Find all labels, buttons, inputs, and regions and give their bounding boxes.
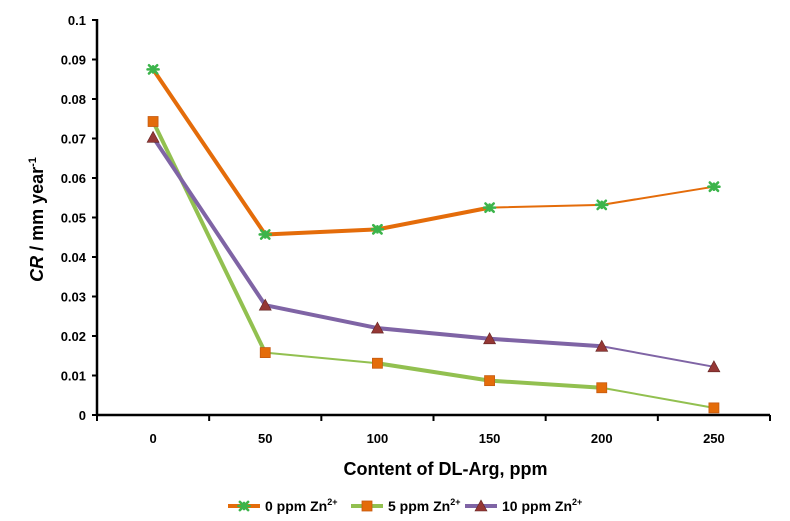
data-point <box>258 229 273 240</box>
legend-label-sup: 2+ <box>450 497 460 507</box>
y-tick-label: 0.03 <box>61 290 86 305</box>
legend-marker <box>361 500 373 512</box>
data-point <box>372 357 383 369</box>
y-tick-label: 0.02 <box>61 329 86 344</box>
series-0 <box>146 63 721 240</box>
legend-marker <box>237 500 251 512</box>
y-axis-title-text: / mm year <box>27 167 47 256</box>
data-point <box>146 63 160 75</box>
series-line-segment <box>600 386 715 409</box>
series-line-segment <box>263 303 380 331</box>
data-point <box>594 199 609 211</box>
legend-label-sup: 2+ <box>327 497 337 507</box>
data-point <box>483 332 497 345</box>
y-axis-title-italic: CR <box>27 256 47 282</box>
y-tick-label: 0.04 <box>61 250 87 265</box>
series-line-segment <box>151 119 268 355</box>
y-tick-label: 0.06 <box>61 171 86 186</box>
series-line-segment <box>487 336 604 349</box>
y-tick-label: 0.05 <box>61 211 86 226</box>
x-tick-label: 150 <box>479 431 501 446</box>
legend-label: 0 ppm Zn2+ <box>265 497 338 514</box>
series-line-segment <box>488 203 603 209</box>
x-tick-label: 200 <box>591 431 613 446</box>
data-point <box>484 375 495 387</box>
data-point <box>258 298 272 311</box>
y-axis-title-sup: -1 <box>27 157 39 167</box>
data-point <box>370 321 384 334</box>
legend-marker <box>474 499 488 512</box>
series-line-segment <box>375 361 492 383</box>
data-point <box>707 360 721 373</box>
y-tick-label: 0.09 <box>61 53 86 68</box>
data-point <box>595 339 609 352</box>
legend-item: 10 ppm Zn2+ <box>465 497 582 514</box>
x-tick-label: 100 <box>367 431 389 446</box>
y-tick-label: 0 <box>79 408 86 423</box>
y-tick-label: 0.08 <box>61 92 86 107</box>
data-point <box>596 382 608 394</box>
x-tick-label: 0 <box>149 431 156 446</box>
legend-item: 5 ppm Zn2+ <box>351 497 461 514</box>
data-point <box>147 116 159 127</box>
legend-label: 5 ppm Zn2+ <box>388 497 461 514</box>
legend-label-text: 10 ppm Zn <box>502 498 572 514</box>
data-point <box>370 223 385 235</box>
y-tick-label: 0.07 <box>61 132 86 147</box>
y-tick-label: 0.01 <box>61 369 86 384</box>
data-point <box>707 181 721 193</box>
series-line-segment <box>375 205 492 232</box>
series-line-segment <box>263 227 380 237</box>
legend-label: 10 ppm Zn2+ <box>502 497 582 514</box>
series-line-segment <box>375 326 492 341</box>
y-tick-label: 0.1 <box>68 13 86 28</box>
data-point <box>708 402 720 414</box>
legend-label-text: 0 ppm Zn <box>265 498 327 514</box>
legend: 0 ppm Zn2+ 5 ppm Zn2+ 10 ppm Zn2+ <box>228 497 582 514</box>
axes: 0 0.01 0.02 0.03 0.04 0.05 0.06 0.07 0.08 0.09 0.1… <box>61 13 771 446</box>
x-tick-label: 50 <box>258 431 272 446</box>
series-line-segment <box>151 67 268 237</box>
x-tick-label: 250 <box>703 431 725 446</box>
legend-label-sup: 2+ <box>572 497 582 507</box>
data-point <box>146 130 160 143</box>
series-line-segment <box>487 378 604 390</box>
legend-label-text: 5 ppm Zn <box>388 498 450 514</box>
series-group <box>146 63 721 414</box>
series-1 <box>147 116 720 414</box>
x-axis-title: Content of DL-Arg, ppm <box>344 459 548 479</box>
legend-item: 0 ppm Zn2+ <box>228 497 338 514</box>
data-point <box>259 347 271 358</box>
series-2 <box>146 130 721 373</box>
data-point <box>482 202 497 214</box>
series-line-segment <box>151 135 268 308</box>
y-axis-title: CR / mm year-1 <box>27 157 47 282</box>
series-line-segment <box>600 345 715 368</box>
series-line-segment <box>600 185 715 206</box>
series-line-segment <box>264 351 379 365</box>
